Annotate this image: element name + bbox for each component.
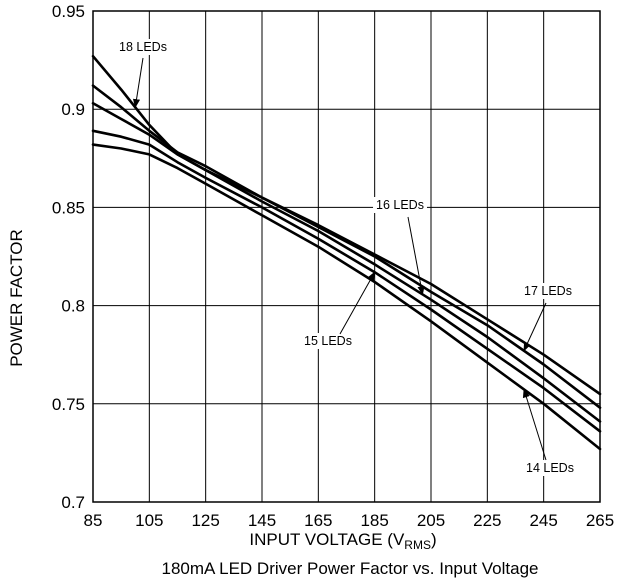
annotation-label: 16 LEDs xyxy=(376,198,424,212)
x-tick-label: 125 xyxy=(191,511,219,530)
x-tick-label: 145 xyxy=(248,511,276,530)
y-tick-label: 0.8 xyxy=(61,297,85,316)
y-tick-label: 0.85 xyxy=(52,198,85,217)
tick-labels: 85 105 125 145 165 185 205 225 245 265 0.7 0.75 0.8 0… xyxy=(52,2,614,530)
x-tick-label: 105 xyxy=(135,511,163,530)
x-axis-label: INPUT VOLTAGE (VRMS) xyxy=(249,530,436,552)
annotation-label: 14 LEDs xyxy=(526,461,574,475)
x-tick-label: 165 xyxy=(304,511,332,530)
y-tick-label: 0.9 xyxy=(61,100,85,119)
annotation-arrow xyxy=(339,271,376,335)
x-tick-label: 205 xyxy=(417,511,445,530)
annotation-label: 15 LEDs xyxy=(304,334,352,348)
series-line-14-leds xyxy=(91,143,602,451)
series-lines xyxy=(91,54,602,451)
x-tick-label: 225 xyxy=(473,511,501,530)
series-line-15-leds xyxy=(91,129,602,433)
chart-caption: 180mA LED Driver Power Factor vs. Input … xyxy=(161,559,538,578)
annotation-label-bg xyxy=(116,39,170,55)
annotation-arrow xyxy=(523,302,547,352)
annotation-arrow xyxy=(407,216,425,296)
series-annotations: 18 LEDs 16 LEDs 17 LEDs 15 LEDs 14 LEDs xyxy=(116,39,577,476)
annotation-arrow xyxy=(132,57,144,109)
y-axis-label: POWER FACTOR xyxy=(7,229,26,367)
plot-frame xyxy=(92,10,601,503)
x-tick-label: 245 xyxy=(529,511,557,530)
annotation-label-bg xyxy=(523,460,577,476)
annotation-arrow xyxy=(522,388,547,461)
y-tick-label: 0.7 xyxy=(61,493,85,512)
annotation-label: 17 LEDs xyxy=(524,284,572,298)
series-line-18-leds xyxy=(91,54,602,396)
y-tick-label: 0.95 xyxy=(52,2,85,21)
annotation-label-bg xyxy=(301,333,355,349)
annotation-label: 18 LEDs xyxy=(119,40,167,54)
annotation-label-bg xyxy=(521,283,575,299)
series-line-16-leds xyxy=(91,102,602,423)
x-axis-label-end: ) xyxy=(431,530,437,549)
x-axis-label-main: INPUT VOLTAGE (V xyxy=(249,530,405,549)
annotation-label-bg xyxy=(373,197,427,213)
x-tick-label: 185 xyxy=(360,511,388,530)
x-tick-label: 265 xyxy=(586,511,614,530)
x-tick-label: 85 xyxy=(84,511,103,530)
x-axis-label-subscript: RMS xyxy=(404,538,431,552)
y-tick-label: 0.75 xyxy=(52,395,85,414)
